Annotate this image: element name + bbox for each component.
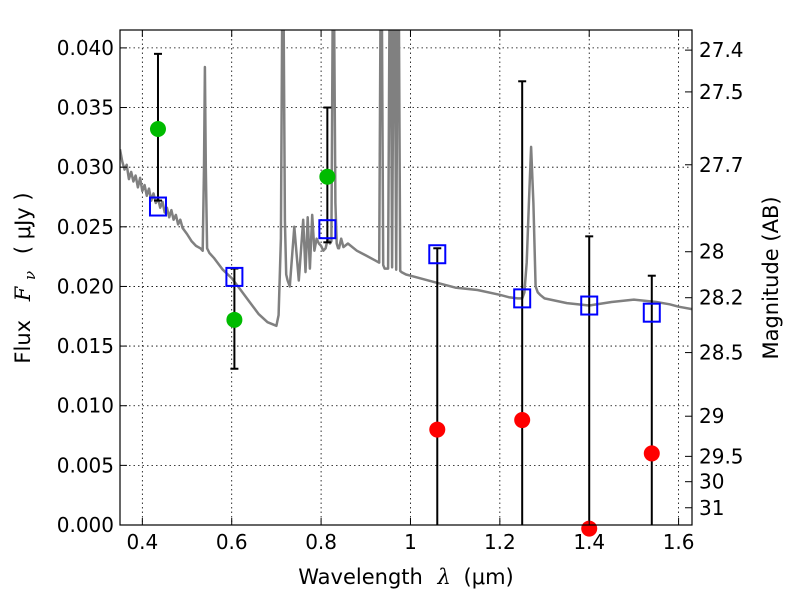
y-axis-title-unit: ( μJy ) [11, 192, 35, 254]
y-tick-label: 0.035 [57, 96, 114, 120]
y2-tick-label: 29 [699, 404, 724, 428]
y2-tick-label: 28 [699, 240, 724, 264]
x-axis-title: Wavelength λ (μm) [298, 565, 513, 589]
y-tick-label: 0.015 [57, 334, 114, 358]
detection-point [149, 121, 166, 137]
y-tick-label: 0.020 [57, 274, 114, 298]
y-tick-label: 0.010 [57, 394, 114, 418]
y-tick-label: 0.025 [57, 215, 114, 239]
non-detection-point [514, 412, 531, 429]
plot-background [120, 30, 692, 525]
tick-labels: 0.4 0.6 0.8 1 1.2 1.4 1.6 0.000 0.005 0.010 0.015 0… [57, 36, 744, 554]
detection-point [319, 168, 336, 185]
x-axis-title-text: Wavelength [298, 565, 423, 589]
model-photometry-point [513, 288, 532, 309]
x-tick-label: 1 [404, 530, 417, 554]
x-tick-label: 0.8 [305, 530, 337, 554]
x-axis-title-unit: (μm) [464, 565, 514, 589]
y2-tick-label: 28.2 [699, 286, 744, 310]
non-detection-point [643, 445, 660, 462]
y2-tick-label: 27.5 [699, 80, 744, 104]
model-photometry-point [318, 219, 337, 240]
x-tick-label: 0.6 [216, 530, 248, 554]
grid [120, 30, 692, 526]
non-detection-point [429, 421, 446, 438]
y-axis-title-text: Flux [11, 320, 35, 364]
y2-tick-label: 27.7 [699, 153, 744, 177]
model-photometry-point [580, 295, 599, 316]
detection-point [226, 311, 243, 328]
y2-tick-label: 29.5 [699, 444, 744, 468]
x-tick-label: 1.2 [484, 530, 516, 554]
y-tick-label: 0.005 [57, 453, 114, 477]
model-photometry-point [428, 244, 447, 265]
x-axis-title-symbol: λ [437, 565, 451, 589]
y2-tick-label: 30 [699, 470, 724, 494]
y2-axis-title: Magnitude (AB) [759, 196, 783, 359]
y-axis-title-subscript: ν [21, 271, 39, 280]
model-photometry-point [642, 302, 661, 323]
x-tick-label: 1.6 [663, 530, 695, 554]
y-tick-label: 0.030 [57, 155, 114, 179]
x-tick-label: 0.4 [126, 530, 158, 554]
y-tick-label: 0.040 [57, 36, 114, 60]
model-photometry-point [148, 196, 167, 217]
y-axis-title-symbol: F [11, 285, 35, 302]
y-tick-label: 0.000 [57, 513, 114, 537]
y2-tick-label: 28.5 [699, 341, 744, 365]
x-tick-label: 1.4 [573, 530, 605, 554]
plot-frame [119, 29, 693, 526]
y-axis-title: Flux F ν ( μJy ) [11, 192, 40, 363]
model-photometry-point [225, 266, 244, 287]
ticks [120, 30, 692, 526]
y2-tick-label: 27.4 [699, 38, 744, 62]
y2-tick-label: 31 [699, 496, 724, 520]
